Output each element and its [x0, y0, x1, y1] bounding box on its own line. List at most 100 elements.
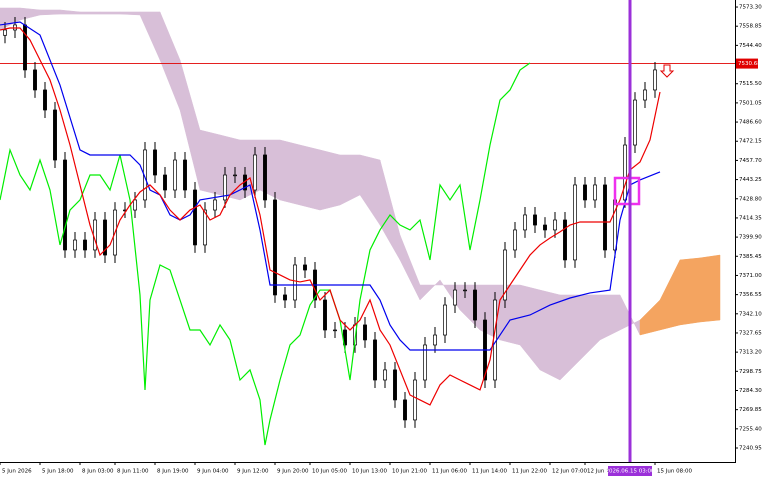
candle-body [523, 214, 527, 231]
cloud-segment [499, 284, 521, 346]
x-tick-label: 8 Jun 11:00 [117, 469, 149, 475]
indicator-line [0, 27, 661, 406]
cursor-label-box [608, 466, 652, 476]
candle-body [603, 184, 607, 251]
y-tick-label: 7472.15 [739, 139, 762, 145]
candle-body [23, 24, 27, 71]
candle-body [643, 89, 647, 101]
y-tick-label: 7573.30 [739, 5, 762, 11]
candle-body [463, 289, 467, 292]
y-tick-label: 7501.05 [739, 100, 762, 106]
candle-body [513, 229, 517, 251]
candle-body [433, 334, 437, 346]
candle-body [73, 239, 77, 251]
cloud-segment [79, 11, 101, 15]
plot-area [0, 7, 735, 446]
y-tick-label: 7515.50 [739, 81, 762, 87]
cloud-segment [299, 144, 321, 211]
x-tick-label: 10 Jun 05:00 [312, 469, 347, 475]
candle-body [233, 174, 237, 177]
cloud-segment [219, 134, 241, 201]
candle-body [393, 369, 397, 401]
candle-body [373, 339, 377, 381]
y-tick-label: 7284.30 [739, 388, 762, 394]
candle-body [503, 249, 507, 301]
candle-body [363, 324, 367, 341]
candle-body [333, 329, 337, 332]
cloud-segment [279, 139, 301, 206]
candle-body [213, 199, 217, 211]
x-tick-label: 9 Jun 20:00 [277, 469, 309, 475]
candle-body [263, 154, 267, 201]
x-tick-label: 11 Jun 14:00 [472, 469, 507, 475]
candle-body [303, 264, 307, 271]
sell-arrow [659, 64, 675, 78]
x-tick-label: 9 Jun 12:00 [237, 469, 269, 475]
y-tick-label: 7414.35 [739, 215, 762, 221]
y-tick-label: 7486.60 [739, 120, 762, 126]
candle-body [283, 294, 287, 301]
x-tick-label: 12 Jun 07:00 [552, 469, 587, 475]
candle-body [153, 149, 157, 176]
highlight-box [613, 176, 641, 206]
candle-body [293, 264, 297, 301]
indicator-line [0, 21, 661, 351]
candle-body [43, 89, 47, 111]
x-tick-label: 9 Jun 04:00 [197, 469, 229, 475]
candle-body [423, 344, 427, 381]
candle-body [203, 209, 207, 246]
y-tick-label: 7240.95 [739, 446, 762, 452]
cloud-segment [679, 257, 701, 326]
cursor-label: 2026.06.15 03:00 [605, 469, 655, 475]
cloud-segment [259, 139, 281, 201]
price-label: 7530.68 [738, 61, 761, 67]
x-tick-label: 11 Jun 22:00 [512, 469, 547, 475]
candle-body [103, 219, 107, 256]
candle-body [33, 69, 37, 91]
candle-body [443, 304, 447, 336]
candle-body [583, 184, 587, 201]
y-tick-label: 7356.55 [739, 292, 762, 298]
cloud-segment [199, 129, 221, 196]
candle-body [383, 369, 387, 381]
y-tick-label: 7457.70 [739, 158, 762, 164]
candle-body [223, 174, 227, 201]
candle-body [133, 199, 137, 211]
candle-body [543, 224, 547, 231]
candle-body [193, 189, 197, 246]
candle-body [563, 219, 567, 261]
candle-body [533, 214, 537, 226]
cloud-segment [479, 284, 501, 341]
y-tick-label: 7399.90 [739, 235, 762, 241]
y-tick-label: 7342.10 [739, 311, 762, 317]
cloud-segment [39, 9, 61, 16]
x-tick-label: 5 Jun 2026 [2, 469, 32, 475]
candle-body [573, 184, 577, 261]
cloud-segment [539, 289, 561, 381]
price-label-box [736, 58, 758, 69]
y-tick-label: 7558.85 [739, 24, 762, 30]
cloud-segment [239, 139, 261, 201]
y-tick-label: 7313.20 [739, 350, 762, 356]
candle-body [453, 289, 457, 306]
candle-body [593, 184, 597, 201]
x-tick-label: 8 Jun 03:00 [82, 469, 114, 475]
y-tick-label: 7428.80 [739, 196, 762, 202]
y-tick-label: 7298.75 [739, 369, 762, 375]
candle-body [623, 144, 627, 201]
x-tick-label: 15 Jun 08:00 [657, 469, 692, 475]
candle-body [323, 299, 327, 331]
candle-body [553, 219, 557, 231]
candle-body [83, 239, 87, 251]
candle-body [473, 289, 477, 321]
candle-body [63, 159, 67, 251]
x-tick-label: 10 Jun 21:00 [392, 469, 427, 475]
cloud-segment [699, 254, 721, 323]
candle-body [253, 154, 257, 191]
candle-body [163, 174, 167, 191]
candle-body [633, 99, 637, 146]
x-tick-label: 10 Jun 13:00 [352, 469, 387, 475]
candle-body [403, 399, 407, 421]
x-tick-label: 5 Jun 18:00 [42, 469, 74, 475]
